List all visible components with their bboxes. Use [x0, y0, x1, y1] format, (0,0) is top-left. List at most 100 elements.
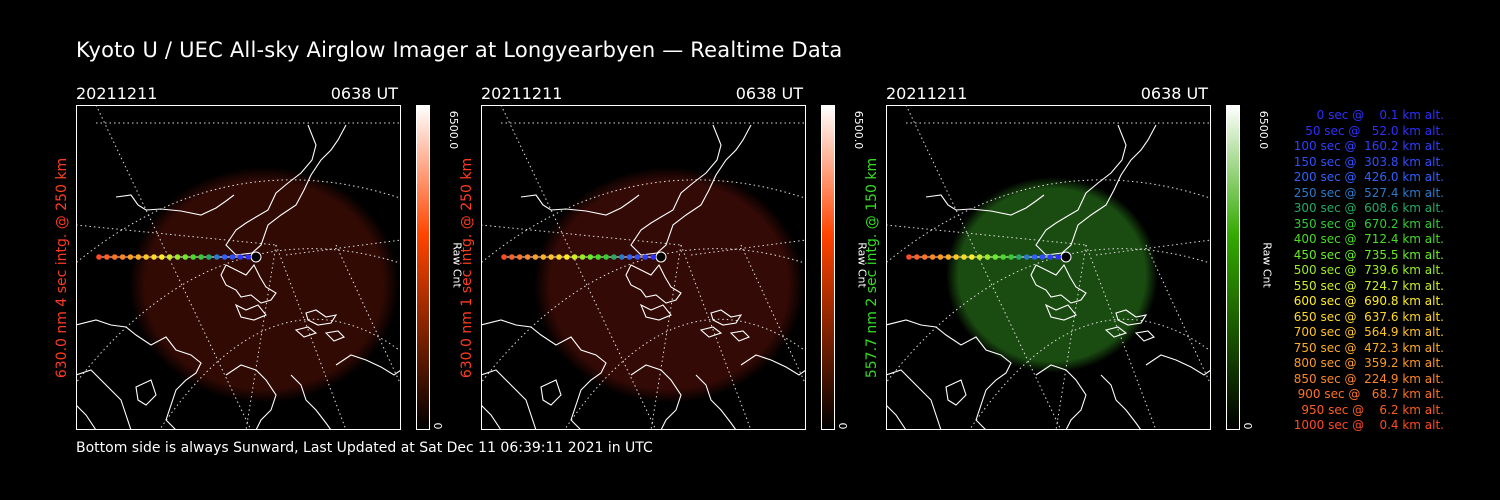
colorbar: [416, 105, 430, 430]
trajectory-point: [143, 254, 149, 260]
trajectory-point: [166, 254, 173, 260]
trajectory-legend: 0 sec @ 0.1 km alt. 50 sec @ 52.0 km alt…: [1262, 108, 1444, 434]
trajectory-point: [1047, 254, 1054, 260]
trajectory-point: [953, 254, 959, 260]
trajectory-point: [229, 254, 236, 260]
trajectory-point: [992, 254, 999, 260]
legend-row: 600 sec @ 690.8 km alt.: [1289, 294, 1444, 308]
trajectory-point: [524, 254, 531, 260]
trajectory-point: [611, 254, 617, 260]
trajectory-point: [540, 254, 547, 260]
trajectory-point: [245, 254, 251, 260]
legend-row: 300 sec @ 608.6 km alt.: [1289, 201, 1444, 215]
panel-ylabel: 630.0 nm 1 sec intg. @ 250 km: [459, 157, 475, 378]
trajectory-point: [587, 254, 594, 260]
trajectory-point: [548, 254, 554, 260]
coastlines: [886, 124, 1211, 430]
trajectory-point: [501, 254, 507, 260]
trajectory-point: [634, 254, 641, 260]
all-sky-map: [481, 105, 806, 430]
grid-lines: [76, 105, 401, 430]
colorbar: [1226, 105, 1240, 430]
legend-row: 250 sec @ 527.4 km alt.: [1289, 185, 1444, 200]
legend-row: 950 sec @ 6.2 km alt.: [1297, 402, 1444, 417]
trajectory-point: [914, 254, 920, 260]
trajectory-point: [937, 254, 944, 260]
trajectory-point: [603, 254, 609, 260]
trajectory-point: [579, 254, 586, 260]
trajectory-point: [532, 254, 539, 260]
trajectory-point: [159, 254, 165, 260]
legend-row: 650 sec @ 637.6 km alt.: [1289, 309, 1444, 324]
trajectory-point: [190, 254, 196, 260]
trajectory-point: [929, 254, 936, 260]
trajectory-point: [151, 254, 157, 260]
grid-lines: [886, 105, 1211, 430]
legend-row: 400 sec @ 712.4 km alt.: [1289, 232, 1444, 246]
coastlines: [76, 124, 401, 430]
trajectory-point: [182, 254, 189, 260]
trajectory-point: [135, 254, 142, 260]
trajectory-point: [984, 254, 991, 260]
trajectory-point: [250, 251, 262, 263]
trajectory-point: [1060, 251, 1072, 263]
airglow-image-disk: [534, 167, 804, 403]
page-title: Kyoto U / UEC All-sky Airglow Imager at …: [76, 38, 843, 62]
trajectory-point: [976, 254, 983, 260]
footer-note: Bottom side is always Sunward, Last Upda…: [76, 440, 653, 456]
legend-row: 200 sec @ 426.0 km alt.: [1289, 170, 1444, 184]
trajectory-point: [1024, 254, 1030, 260]
trajectory-point: [1016, 254, 1022, 260]
trajectory-point: [119, 254, 126, 260]
trajectory-point: [206, 254, 212, 260]
legend-row: 100 sec @ 160.2 km alt.: [1289, 139, 1444, 153]
trajectory-point: [1008, 254, 1014, 260]
trajectory-point: [1039, 254, 1046, 260]
legend-row: 50 sec @ 52.0 km alt.: [1297, 123, 1444, 138]
legend-row: 1000 sec @ 0.4 km alt.: [1293, 418, 1444, 432]
trajectory-point: [174, 254, 181, 260]
trajectory-point: [221, 254, 228, 260]
trajectory-point: [642, 254, 649, 260]
legend-row: 850 sec @ 224.9 km alt.: [1289, 371, 1444, 386]
airglow-panel-630nm-4s: 20211211 0638 UT 630.0 nm 4 sec intg. @ 25…: [54, 80, 476, 430]
trajectory-point: [516, 254, 523, 260]
legend-row: 750 sec @ 472.3 km alt.: [1289, 340, 1444, 355]
panel-ylabel: 557.7 nm 2 sec intg. @ 150 km: [864, 157, 880, 378]
legend-row: 800 sec @ 359.2 km alt.: [1289, 356, 1444, 370]
trajectory-point: [945, 254, 952, 260]
trajectory-point: [509, 254, 515, 260]
trajectory-point: [626, 254, 633, 260]
panel-time: 0638 UT: [1140, 84, 1208, 103]
legend-row: 150 sec @ 303.8 km alt.: [1289, 154, 1444, 169]
panel-time: 0638 UT: [330, 84, 398, 103]
trajectory-point: [906, 254, 912, 260]
trajectory-point: [214, 254, 220, 260]
colorbar: [821, 105, 835, 430]
all-sky-map: [886, 105, 1211, 430]
airglow-image-disk: [129, 167, 399, 403]
panel-date: 20211211: [481, 84, 563, 103]
airglow-panel-630nm-1s: 20211211 0638 UT 630.0 nm 1 sec intg. @ 25…: [459, 80, 881, 430]
trajectory-point: [595, 254, 601, 260]
trajectory-point: [556, 254, 562, 260]
trajectory-point: [127, 254, 134, 260]
trajectory-point: [1055, 254, 1061, 260]
trajectory-point: [619, 254, 625, 260]
legend-row: 500 sec @ 739.6 km alt.: [1289, 263, 1444, 277]
coastlines: [481, 124, 806, 430]
trajectory-point: [650, 254, 656, 260]
trajectory-point: [1031, 254, 1038, 260]
trajectory-point: [104, 254, 110, 260]
trajectory-point: [198, 254, 204, 260]
panel-time: 0638 UT: [735, 84, 803, 103]
panel-ylabel: 630.0 nm 4 sec intg. @ 250 km: [54, 157, 70, 378]
trajectory-point: [969, 254, 975, 260]
trajectory-point: [237, 254, 244, 260]
trajectory-point: [96, 254, 102, 260]
legend-row: 0 sec @ 0.1 km alt.: [1305, 108, 1444, 122]
trajectory-point: [571, 254, 578, 260]
trajectory-point: [564, 254, 570, 260]
trajectory-point: [1000, 254, 1006, 260]
airglow-image-disk: [946, 177, 1158, 373]
